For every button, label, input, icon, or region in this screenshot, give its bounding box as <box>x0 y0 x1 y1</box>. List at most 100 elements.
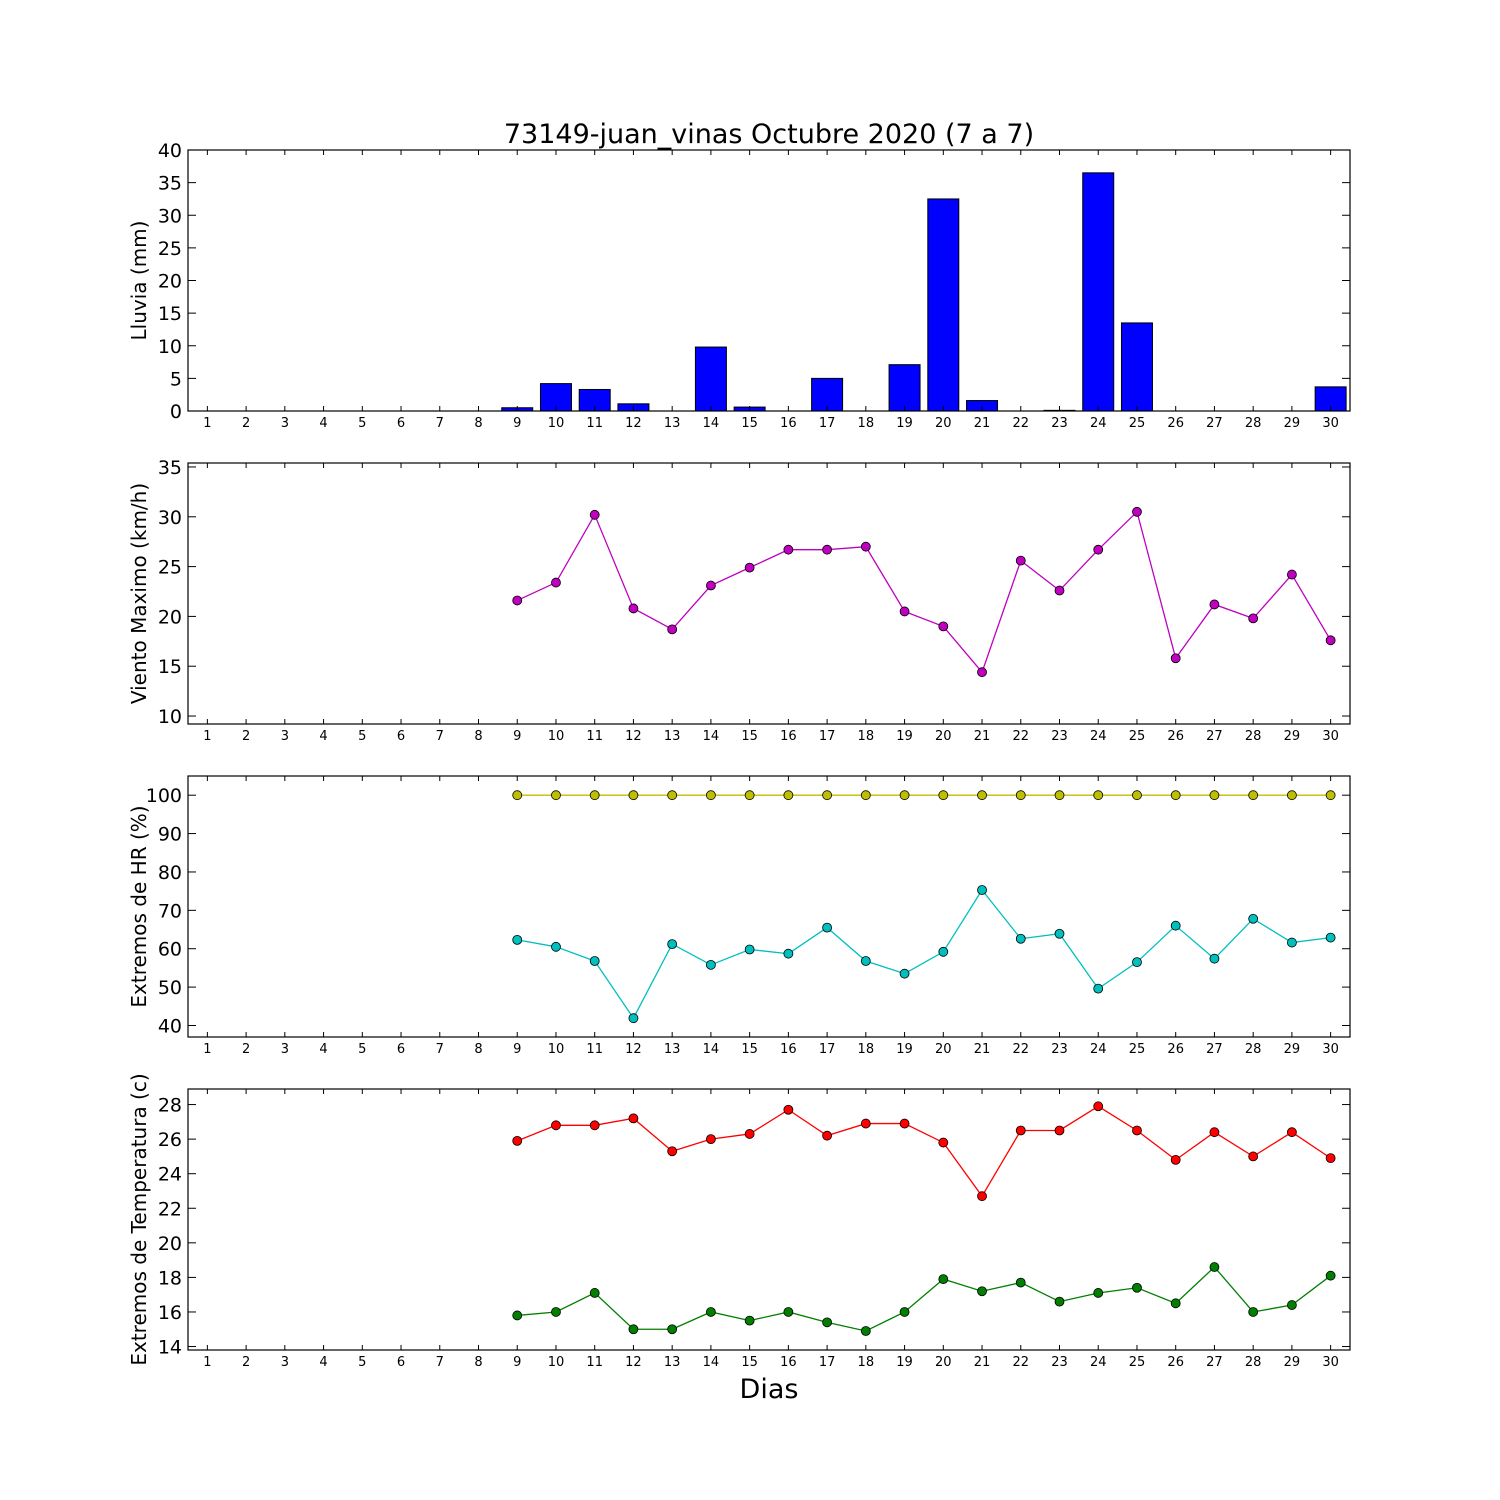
x-tick-label: 20 <box>935 729 952 744</box>
point-series-2-day-30 <box>1325 1270 1336 1281</box>
panel-2: 1 2 3 4 5 6 7 8 9 10 11 12 13 14 15 16 17 18 19 20 21 22 23 24 2… <box>127 457 1351 744</box>
y-tick-label: 25 <box>158 557 182 579</box>
series-line-2 <box>517 888 1331 1020</box>
point-series-1-day-10 <box>551 790 561 801</box>
x-tick-label: 3 <box>281 729 289 744</box>
y-tick-label: 16 <box>158 1302 182 1324</box>
x-tick-label: 24 <box>1090 729 1107 744</box>
x-tick-label: 5 <box>358 416 366 431</box>
point-series-1-day-28 <box>1248 790 1259 801</box>
point-series-1-day-27 <box>1209 1127 1220 1138</box>
x-tick-label: 23 <box>1051 1042 1068 1057</box>
x-tick-label: 27 <box>1206 729 1223 744</box>
y-axis-label: Extremos de Temperatura (c) <box>127 1073 151 1365</box>
x-tick-label: 27 <box>1206 416 1223 431</box>
x-tick-label: 11 <box>586 1355 603 1370</box>
point-series-2-day-25 <box>1132 957 1142 968</box>
point-series-1-day-19 <box>899 1118 910 1129</box>
point-series-2-day-10 <box>551 1307 561 1317</box>
x-tick-label: 6 <box>397 1355 405 1370</box>
x-tick-label: 7 <box>436 1355 444 1370</box>
point-series-1-day-21 <box>977 667 987 678</box>
x-tick-label: 30 <box>1322 416 1339 431</box>
x-tick-label: 4 <box>319 1355 327 1370</box>
point-series-2-day-13 <box>667 939 678 950</box>
x-tick-label: 3 <box>281 1042 289 1057</box>
y-tick-label: 70 <box>158 900 182 922</box>
x-tick-label: 5 <box>358 1042 366 1057</box>
x-tick-label: 26 <box>1167 1042 1184 1057</box>
point-series-1-day-12 <box>628 603 639 614</box>
point-series-1-day-16 <box>783 544 794 555</box>
point-series-1-day-25 <box>1132 1125 1142 1136</box>
point-series-2-day-29 <box>1287 1300 1297 1310</box>
x-tick-label: 13 <box>664 1042 681 1057</box>
point-series-1-day-11 <box>589 790 600 801</box>
x-tick-label: 14 <box>703 729 720 744</box>
x-tick-label: 7 <box>436 729 444 744</box>
point-series-1-day-27 <box>1209 790 1220 801</box>
x-tick-label: 29 <box>1284 1355 1301 1370</box>
point-series-1-day-29 <box>1287 790 1297 801</box>
point-series-2-day-27 <box>1209 953 1220 964</box>
x-tick-label: 29 <box>1284 1042 1301 1057</box>
x-tick-label: 23 <box>1051 1355 1068 1370</box>
point-series-2-day-17 <box>822 1317 832 1328</box>
point-series-2-day-9 <box>512 934 523 945</box>
point-series-2-day-18 <box>860 1326 871 1336</box>
x-tick-label: 7 <box>436 1042 444 1057</box>
x-tick-label: 21 <box>974 416 991 431</box>
point-series-2-day-13 <box>667 1324 678 1335</box>
y-tick-label: 24 <box>158 1164 182 1186</box>
x-tick-label: 17 <box>819 416 836 431</box>
point-series-1-day-19 <box>899 790 910 801</box>
x-tick-label: 4 <box>319 1042 327 1057</box>
point-series-1-day-23 <box>1054 1125 1065 1136</box>
y-tick-label: 35 <box>158 457 182 479</box>
x-tick-label: 10 <box>548 416 565 431</box>
point-series-1-day-15 <box>744 562 755 573</box>
y-tick-label: 15 <box>158 656 182 678</box>
x-tick-label: 24 <box>1090 416 1107 431</box>
y-axis-label: Extremos de HR (%) <box>127 805 151 1007</box>
point-series-1-day-30 <box>1325 1153 1336 1164</box>
point-series-1-day-17 <box>822 790 832 801</box>
x-tick-label: 23 <box>1051 416 1068 431</box>
x-tick-label: 16 <box>780 729 797 744</box>
x-tick-label: 5 <box>358 729 366 744</box>
point-series-1-day-14 <box>706 1134 716 1145</box>
x-tick-label: 25 <box>1129 1355 1146 1370</box>
x-tick-label: 13 <box>664 1355 681 1370</box>
x-tick-label: 23 <box>1051 729 1068 744</box>
series-line-2 <box>517 1266 1332 1332</box>
x-tick-label: 1 <box>203 416 211 431</box>
x-tick-label: 14 <box>703 1042 720 1057</box>
x-tick-label: 27 <box>1206 1042 1223 1057</box>
point-series-2-day-14 <box>706 959 716 970</box>
x-tick-label: 22 <box>1012 416 1029 431</box>
panel-3: 1 2 3 4 5 6 7 8 9 10 11 12 13 14 15 16 17 18 19 20 21 22 23 24 2… <box>127 775 1351 1057</box>
point-series-1-day-12 <box>628 1113 639 1124</box>
point-series-1-day-10 <box>551 1120 561 1131</box>
x-tick-label: 16 <box>780 1042 797 1057</box>
point-series-1-day-23 <box>1054 585 1065 596</box>
point-series-2-day-28 <box>1248 1307 1259 1317</box>
x-tick-label: 1 <box>203 1042 211 1057</box>
x-tick-label: 2 <box>242 1355 250 1370</box>
x-tick-label: 27 <box>1206 1355 1223 1370</box>
point-series-1-day-24 <box>1093 544 1104 555</box>
point-series-2-day-16 <box>783 1307 794 1317</box>
x-tick-label: 1 <box>203 1355 211 1370</box>
point-series-1-day-17 <box>822 1130 832 1141</box>
x-tick-label: 22 <box>1012 1042 1029 1057</box>
bar-day-25 <box>1120 322 1153 412</box>
x-tick-label: 3 <box>281 416 289 431</box>
point-series-2-day-22 <box>1015 933 1026 944</box>
x-tick-label: 25 <box>1129 1042 1146 1057</box>
y-tick-label: 30 <box>158 507 182 529</box>
x-tick-label: 17 <box>819 729 836 744</box>
point-series-2-day-21 <box>977 885 987 895</box>
y-tick-label: 60 <box>158 939 182 961</box>
point-series-2-day-10 <box>551 941 561 952</box>
